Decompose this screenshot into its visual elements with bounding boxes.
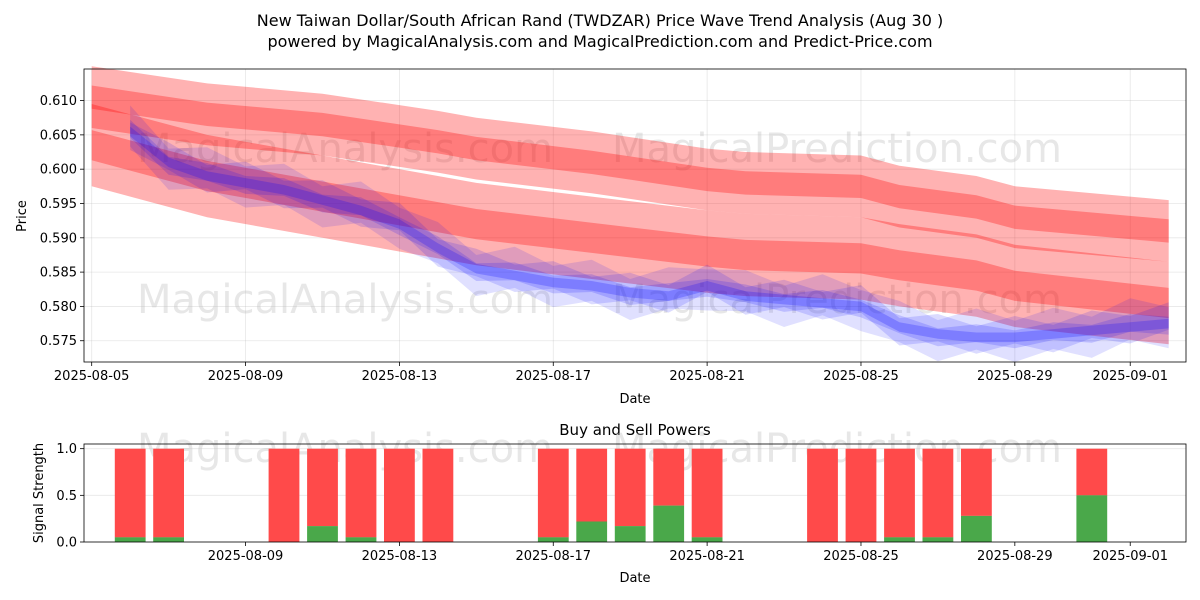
price-y-tick-label: 0.575: [40, 334, 77, 349]
history-wave-mid: [130, 122, 1169, 354]
power-x-ticks: 2025-08-09 2025-08-13 2025-08-17 2025-08-21…: [208, 542, 1168, 564]
price-y-tick-label: 0.585: [40, 266, 77, 281]
forecast-band-lower: [91, 104, 1169, 345]
buy-power-bar: [884, 537, 915, 542]
watermark-prediction-2: MagicalPrediction.com: [612, 277, 1062, 323]
watermark-analysis-1: MagicalAnalysis.com: [137, 126, 553, 172]
buy-power-bar: [961, 515, 992, 542]
power-x-tick-label: 2025-09-01: [1092, 549, 1168, 564]
power-y-tick-label: 0.0: [56, 536, 77, 551]
price-y-tick-label: 0.600: [40, 163, 77, 178]
power-y-tick-label: 1.0: [56, 442, 77, 457]
sell-power-bar: [268, 448, 300, 542]
buy-power-bar: [345, 537, 377, 542]
sell-power-bar: [961, 448, 992, 516]
buy-power-bar: [576, 521, 608, 542]
chart-subtitle: powered by MagicalAnalysis.com and Magic…: [267, 32, 932, 51]
chart-title: New Taiwan Dollar/South African Rand (TW…: [257, 11, 943, 30]
power-y-tick-label: 0.5: [56, 489, 77, 504]
price-y-axis-label: Price: [15, 200, 30, 232]
sell-power-bar: [153, 448, 184, 538]
buy-power-bar: [153, 537, 184, 542]
buy-power-bar: [537, 537, 569, 542]
history-wave-outer: [130, 105, 1169, 363]
buy-power-bar: [307, 526, 338, 542]
buy-power-bar: [614, 526, 646, 542]
price-x-tick-label: 2025-08-05: [54, 369, 130, 384]
power-x-tick-label: 2025-08-09: [208, 549, 284, 564]
power-x-axis-label: Date: [619, 571, 650, 586]
sell-power-bar: [807, 448, 838, 542]
sell-power-bar: [114, 448, 146, 538]
sell-power-bar: [653, 448, 685, 506]
sell-power-bar: [576, 448, 608, 522]
sell-power-bar: [922, 448, 954, 538]
power-bars: [114, 448, 1108, 542]
price-y-ticks: 0.575 0.580 0.585 0.590 0.595 0.600 0.605 0.610: [40, 94, 84, 349]
price-x-tick-label: 2025-08-21: [669, 369, 745, 384]
price-bands: [91, 66, 1169, 363]
price-x-ticks: 2025-08-05 2025-08-09 2025-08-13 2025-08-17…: [54, 362, 1168, 384]
sell-power-bar: [691, 448, 723, 538]
sell-power-bar: [307, 448, 338, 527]
buy-power-bar: [653, 505, 685, 542]
buy-power-bar: [691, 537, 723, 542]
power-x-tick-label: 2025-08-25: [823, 549, 899, 564]
power-plot-frame: [83, 443, 1187, 543]
price-y-tick-label: 0.610: [40, 94, 77, 109]
watermark-prediction-1: MagicalPrediction.com: [612, 126, 1062, 172]
power-x-tick-label: 2025-08-21: [669, 549, 745, 564]
sell-power-bar: [422, 448, 454, 542]
price-y-tick-label: 0.605: [40, 128, 77, 143]
sell-power-bar: [845, 448, 877, 542]
price-y-tick-label: 0.580: [40, 300, 77, 315]
sell-power-bar: [1076, 448, 1108, 496]
price-grid: [84, 69, 1186, 362]
price-x-tick-label: 2025-08-17: [515, 369, 591, 384]
history-wave-core: [130, 126, 1169, 343]
price-x-tick-label: 2025-08-09: [208, 369, 284, 384]
sell-power-bar: [345, 448, 377, 538]
price-y-tick-label: 0.595: [40, 197, 77, 212]
price-chart: MagicalAnalysis.com MagicalPrediction.co…: [15, 66, 1187, 407]
price-y-tick-label: 0.590: [40, 231, 77, 246]
sell-power-bar: [614, 448, 646, 527]
sell-power-bar: [384, 448, 415, 542]
history-wave-inner: [130, 119, 1169, 349]
power-chart: Buy and Sell Powers MagicalAnalysis.com …: [32, 421, 1187, 586]
power-x-tick-label: 2025-08-17: [515, 549, 591, 564]
watermark-analysis-2: MagicalAnalysis.com: [137, 277, 553, 323]
sell-power-bar: [884, 448, 915, 538]
power-x-tick-label: 2025-08-13: [362, 549, 438, 564]
sell-power-bar: [537, 448, 569, 538]
price-x-tick-label: 2025-08-29: [977, 369, 1053, 384]
price-x-axis-label: Date: [619, 392, 650, 407]
watermark-analysis-3: MagicalAnalysis.com: [137, 426, 553, 472]
price-x-tick-label: 2025-08-13: [362, 369, 438, 384]
price-watermarks: MagicalAnalysis.com MagicalPrediction.co…: [137, 126, 1062, 323]
power-x-tick-label: 2025-08-29: [977, 549, 1053, 564]
buy-power-bar: [922, 537, 954, 542]
price-plot-frame: [83, 68, 1187, 363]
buy-power-bar: [1076, 495, 1108, 542]
power-y-axis-label: Signal Strength: [32, 443, 47, 543]
forecast-band-upper-core: [91, 85, 1169, 243]
forecast-band-upper: [91, 66, 1169, 262]
price-x-tick-label: 2025-08-25: [823, 369, 899, 384]
forecast-band-lower-core: [91, 130, 1169, 319]
power-chart-title: Buy and Sell Powers: [559, 421, 711, 439]
buy-power-bar: [114, 537, 146, 542]
price-plot-area: [84, 69, 1186, 362]
price-x-tick-label: 2025-09-01: [1092, 369, 1168, 384]
power-y-ticks: 0.0 0.5 1.0: [56, 442, 84, 551]
